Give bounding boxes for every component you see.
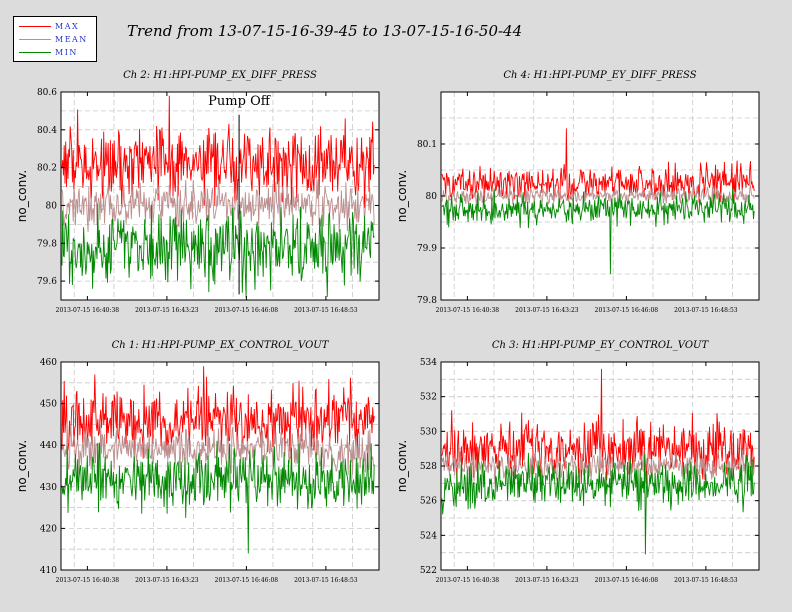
x-tick-label: 2013-07-15 16:48:53 <box>674 577 738 584</box>
series-min-line <box>441 452 755 555</box>
legend-swatch-mean <box>19 39 51 40</box>
series-mean-line <box>61 422 375 479</box>
y-tick-label: 530 <box>420 427 437 437</box>
y-axis-label: no_conv. <box>15 440 29 492</box>
legend-swatch-min <box>19 52 51 53</box>
legend-label-mean: MEAN <box>55 35 88 44</box>
legend-item-min: MIN <box>14 47 96 59</box>
plot-frame <box>60 91 380 301</box>
x-tick-label: 2013-07-15 16:48:53 <box>294 577 358 584</box>
x-tick-label: 2013-07-15 16:46:08 <box>215 577 279 584</box>
y-tick-label: 79.9 <box>417 244 437 254</box>
series-max-line <box>441 128 755 204</box>
x-tick-label: 2013-07-15 16:40:38 <box>436 307 500 314</box>
y-tick-label: 80 <box>426 192 438 202</box>
legend-item-max: MAX <box>14 21 96 33</box>
plot-frame <box>60 361 380 571</box>
y-tick-label: 79.8 <box>37 239 57 249</box>
x-tick-label: 2013-07-15 16:40:38 <box>56 307 120 314</box>
y-tick-label: 526 <box>420 497 437 507</box>
y-tick-label: 79.8 <box>417 296 437 306</box>
series-mean-line <box>441 448 755 485</box>
y-tick-label: 528 <box>420 462 437 472</box>
y-tick-label: 80.1 <box>417 140 437 150</box>
series-max-line <box>441 368 755 484</box>
y-tick-label: 80.2 <box>37 164 57 174</box>
y-tick-label: 420 <box>40 524 57 534</box>
page-title: Trend from 13-07-15-16-39-45 to 13-07-15… <box>127 22 523 40</box>
legend: MAX MEAN MIN <box>13 16 97 62</box>
plot-title: Ch 1: H1:HPI-PUMP_EX_CONTROL_VOUT <box>112 340 330 351</box>
x-tick-label: 2013-07-15 16:46:08 <box>595 577 659 584</box>
y-tick-label: 534 <box>420 358 437 368</box>
series-max-line <box>61 366 375 462</box>
series-mean-line <box>61 178 375 233</box>
plot-title: Ch 4: H1:HPI-PUMP_EY_DIFF_PRESS <box>503 70 696 81</box>
y-tick-label: 80 <box>46 201 58 211</box>
x-tick-label: 2013-07-15 16:40:38 <box>56 577 120 584</box>
y-tick-label: 410 <box>40 566 57 576</box>
x-tick-label: 2013-07-15 16:43:23 <box>515 577 579 584</box>
series-min-line <box>61 203 375 298</box>
x-tick-label: 2013-07-15 16:43:23 <box>515 307 579 314</box>
y-axis-label: no_conv. <box>395 170 409 222</box>
plot-3: 410 420 430 440 450 460 2013-07-15 16:40:38 201… <box>15 340 380 584</box>
legend-swatch-max <box>19 26 51 27</box>
y-tick-label: 80.4 <box>37 126 57 136</box>
legend-item-mean: MEAN <box>14 34 96 46</box>
y-tick-label: 430 <box>40 483 57 493</box>
plot-2: 79.8 79.9 80 80.1 2013-07-15 16:40:38 2013-07… <box>395 70 760 314</box>
y-tick-label: 460 <box>40 358 57 368</box>
y-tick-label: 450 <box>40 400 57 410</box>
series-max-line <box>61 95 375 209</box>
plot-title: Ch 3: H1:HPI-PUMP_EY_CONTROL_VOUT <box>492 340 710 351</box>
plot-1: Pump Off 79.6 79.8 80 80.2 80.4 80.6 2013-07-15… <box>15 70 380 314</box>
y-axis-label: no_conv. <box>15 170 29 222</box>
series-mean-line <box>441 185 755 206</box>
annotation-label: Pump Off <box>208 94 272 109</box>
y-tick-label: 522 <box>420 566 437 576</box>
series-min-line <box>441 188 755 275</box>
x-tick-label: 2013-07-15 16:40:38 <box>436 577 500 584</box>
legend-label-max: MAX <box>55 22 80 31</box>
x-tick-label: 2013-07-15 16:48:53 <box>674 307 738 314</box>
x-tick-label: 2013-07-15 16:43:23 <box>135 307 199 314</box>
y-axis-label: no_conv. <box>395 440 409 492</box>
x-tick-label: 2013-07-15 16:48:53 <box>294 307 358 314</box>
y-tick-label: 440 <box>40 441 57 451</box>
plot-title: Ch 2: H1:HPI-PUMP_EX_DIFF_PRESS <box>123 70 317 81</box>
x-tick-label: 2013-07-15 16:43:23 <box>135 577 199 584</box>
legend-label-min: MIN <box>55 48 78 57</box>
y-tick-label: 524 <box>420 531 437 541</box>
y-tick-label: 80.6 <box>37 88 57 98</box>
plot-4: 522 524 526 528 530 532 534 2013-07-15 16:40:38… <box>395 340 760 584</box>
y-tick-label: 79.6 <box>37 277 57 287</box>
series-min-line <box>61 440 375 554</box>
x-tick-label: 2013-07-15 16:46:08 <box>595 307 659 314</box>
y-tick-label: 532 <box>420 393 437 403</box>
x-tick-label: 2013-07-15 16:46:08 <box>215 307 279 314</box>
